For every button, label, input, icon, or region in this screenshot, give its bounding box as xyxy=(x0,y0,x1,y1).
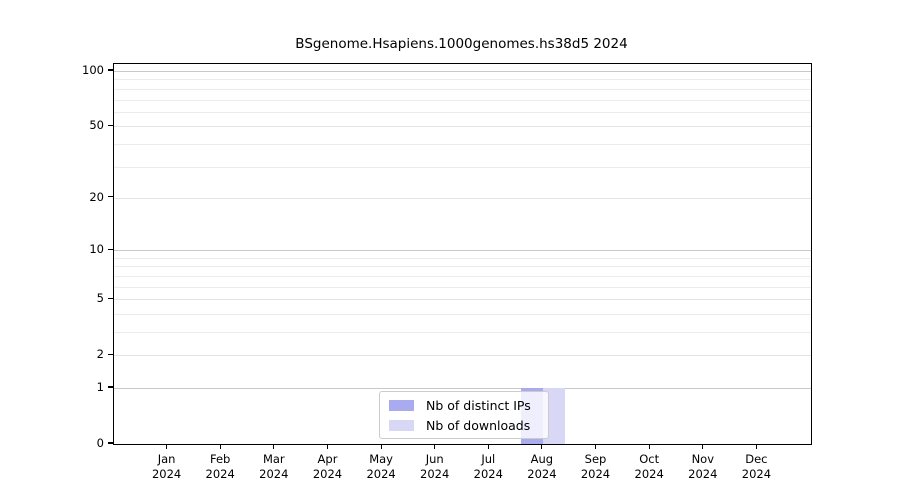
x-tick-label: Aug 2024 xyxy=(527,452,557,481)
x-tick-mark xyxy=(273,444,275,449)
gridline xyxy=(114,388,811,389)
x-tick-mark xyxy=(594,444,597,449)
gridline xyxy=(114,143,811,145)
gridline xyxy=(114,299,811,301)
gridline xyxy=(114,166,811,168)
y-tick-label: 50 xyxy=(89,118,104,133)
downloads-swatch-icon xyxy=(389,419,414,431)
x-tick-mark xyxy=(648,444,650,449)
y-tick-label: 2 xyxy=(96,347,104,362)
x-tick-label: May 2024 xyxy=(366,452,396,481)
x-tick-label: Apr 2024 xyxy=(312,452,343,481)
y-tick-mark xyxy=(108,124,113,126)
y-tick-label: 1 xyxy=(96,380,104,394)
x-tick-mark xyxy=(702,444,704,449)
x-tick-label: Jan 2024 xyxy=(151,452,182,481)
plot-area: Nb of distinct IPs Nb of downloads xyxy=(113,63,812,445)
x-tick-label: Feb 2024 xyxy=(205,452,235,481)
y-tick-label: 20 xyxy=(89,189,104,204)
gridline xyxy=(114,257,811,259)
y-tick-label: 5 xyxy=(96,291,104,306)
y-tick-mark xyxy=(108,69,113,71)
x-tick-mark xyxy=(166,444,168,449)
x-tick-label: Oct 2024 xyxy=(634,452,664,481)
legend: Nb of distinct IPs Nb of downloads xyxy=(379,391,549,439)
y-tick-label: 10 xyxy=(89,242,104,257)
x-tick-label: Sep 2024 xyxy=(580,452,611,481)
gridline xyxy=(114,332,811,333)
gridline xyxy=(114,126,811,128)
x-tick-label: Nov 2024 xyxy=(688,452,718,481)
x-tick-mark xyxy=(487,444,489,449)
x-tick-label: Jul 2024 xyxy=(473,452,503,481)
y-tick-mark xyxy=(108,248,113,250)
y-tick-mark xyxy=(108,442,113,444)
gridline xyxy=(114,79,811,81)
gridline xyxy=(114,250,811,252)
legend-label-distinct-ips: Nb of distinct IPs xyxy=(426,397,531,413)
x-tick-label: Mar 2024 xyxy=(259,452,289,481)
gridline xyxy=(114,111,811,113)
x-tick-mark xyxy=(326,444,329,449)
legend-item-distinct-ips: Nb of distinct IPs xyxy=(380,397,548,414)
gridline xyxy=(114,71,811,72)
gridline xyxy=(114,313,811,315)
y-tick-label: 100 xyxy=(82,63,104,77)
x-tick-mark xyxy=(434,444,436,449)
gridline xyxy=(114,355,811,357)
gridline xyxy=(114,266,811,268)
legend-label-downloads: Nb of downloads xyxy=(426,417,531,433)
gridline xyxy=(114,88,811,90)
y-tick-label: 0 xyxy=(96,436,104,450)
chart-title: BSgenome.Hsapiens.1000genomes.hs38d5 202… xyxy=(295,36,628,52)
x-tick-mark xyxy=(219,444,221,449)
legend-item-downloads: Nb of downloads xyxy=(380,417,548,434)
x-tick-label: Jun 2024 xyxy=(420,452,450,481)
distinct-ips-swatch-icon xyxy=(389,399,414,411)
y-tick-mark xyxy=(108,196,113,198)
y-tick-mark xyxy=(108,297,113,299)
gridline xyxy=(114,99,811,101)
x-tick-mark xyxy=(541,444,543,449)
gridline xyxy=(114,286,811,288)
y-tick-mark xyxy=(108,386,113,388)
gridline xyxy=(114,275,811,277)
x-tick-label: Dec 2024 xyxy=(741,452,772,481)
x-tick-mark xyxy=(380,444,382,449)
y-tick-mark xyxy=(108,353,113,355)
x-tick-mark xyxy=(755,444,757,449)
gridline xyxy=(114,197,811,199)
